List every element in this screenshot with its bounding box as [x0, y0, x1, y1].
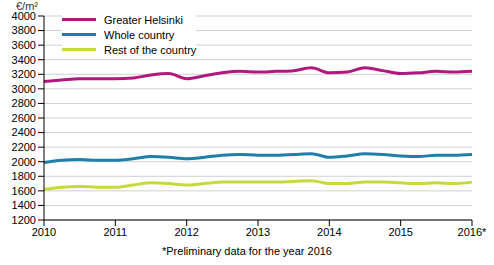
svg-text:2010: 2010	[32, 226, 56, 238]
svg-text:1800: 1800	[12, 170, 36, 182]
svg-text:2012: 2012	[174, 226, 198, 238]
svg-text:3400: 3400	[12, 54, 36, 66]
svg-text:2013: 2013	[246, 226, 270, 238]
svg-text:2600: 2600	[12, 112, 36, 124]
svg-text:3200: 3200	[12, 68, 36, 80]
html-text:Greater Helsinki: Greater Helsinki	[104, 13, 183, 26]
svg-text:2011: 2011	[104, 226, 128, 238]
svg-text:3000: 3000	[12, 83, 36, 95]
svg-text:2200: 2200	[12, 141, 36, 153]
html-text:Rest of the country: Rest of the country	[104, 43, 197, 56]
svg-text:1400: 1400	[12, 199, 36, 211]
svg-text:3600: 3600	[12, 39, 36, 51]
html-text:*Preliminary data for the year: *Preliminary data for the year 2016	[162, 245, 332, 257]
svg-text:3800: 3800	[12, 24, 36, 36]
svg-text:2016*: 2016*	[458, 226, 486, 238]
html-text:Whole country: Whole country	[104, 28, 175, 41]
svg-text:4000: 4000	[12, 10, 36, 22]
svg-text:2400: 2400	[12, 126, 36, 138]
svg-text:2000: 2000	[12, 156, 36, 168]
svg-text:2015: 2015	[388, 226, 412, 238]
svg-text:1200: 1200	[12, 214, 36, 226]
svg-text:1600: 1600	[12, 185, 36, 197]
svg-text:2014: 2014	[317, 226, 341, 238]
html-text:€/m²: €/m²	[16, 0, 38, 12]
svg-text:2800: 2800	[12, 97, 36, 109]
